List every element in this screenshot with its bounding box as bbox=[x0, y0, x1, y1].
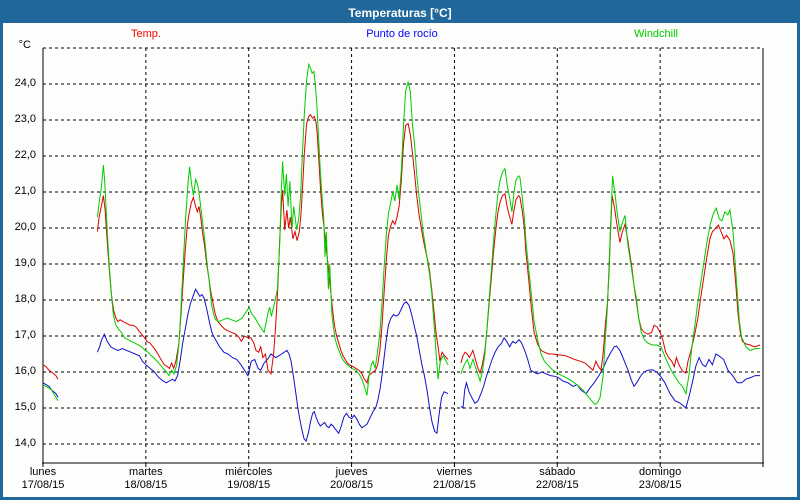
legend-item-windchill: Windchill bbox=[633, 28, 679, 40]
day-name: sábado bbox=[539, 466, 576, 478]
y-axis-tick-label: 24,0 bbox=[14, 77, 36, 89]
day-name: viernes bbox=[436, 466, 473, 478]
day-name: jueves bbox=[335, 466, 368, 478]
chart-plot-area[interactable] bbox=[3, 3, 797, 497]
y-axis-tick-label: 23,0 bbox=[14, 113, 36, 125]
series-line-temp- bbox=[42, 364, 59, 380]
series-line-windchill bbox=[42, 384, 59, 402]
y-axis-tick-label: 21,0 bbox=[14, 185, 36, 197]
y-axis-tick-label: 15,0 bbox=[14, 401, 36, 413]
series-line-punto-de-roc-o bbox=[42, 382, 59, 398]
x-axis-day-label: viernes 21/08/15 bbox=[409, 466, 499, 492]
y-axis-tick-label: 22,0 bbox=[14, 149, 36, 161]
y-axis-tick-label: 20,0 bbox=[14, 221, 36, 233]
series-line-temp- bbox=[96, 113, 449, 384]
day-name: domingo bbox=[639, 466, 682, 478]
y-axis-unit-label: °C bbox=[18, 39, 31, 51]
x-axis-day-label: sábado 22/08/15 bbox=[512, 466, 602, 492]
y-axis-tick-label: 16,0 bbox=[14, 365, 36, 377]
day-date: 17/08/15 bbox=[21, 479, 65, 491]
x-axis-day-label: domingo 23/08/15 bbox=[615, 466, 705, 492]
day-date: 19/08/15 bbox=[227, 479, 271, 491]
y-axis-tick-label: 18,0 bbox=[14, 293, 36, 305]
x-axis-day-label: jueves 20/08/15 bbox=[307, 466, 397, 492]
day-date: 23/08/15 bbox=[638, 479, 682, 491]
y-axis-tick-label: 19,0 bbox=[14, 257, 36, 269]
y-axis-tick-label: 17,0 bbox=[14, 329, 36, 341]
day-name: lunes bbox=[29, 466, 57, 478]
day-date: 21/08/15 bbox=[433, 479, 476, 491]
day-name: miércoles bbox=[225, 466, 273, 478]
x-axis-day-label: lunes 17/08/15 bbox=[3, 466, 88, 492]
day-date: 22/08/15 bbox=[535, 479, 579, 491]
day-date: 18/08/15 bbox=[124, 479, 168, 491]
legend-item-dew-point: Punto de rocío bbox=[366, 28, 438, 40]
window-title-bar: Temperaturas [°C] bbox=[3, 3, 797, 23]
x-axis-day-label: miércoles 19/08/15 bbox=[204, 466, 294, 492]
day-date: 20/08/15 bbox=[330, 479, 373, 491]
series-line-punto-de-roc-o bbox=[96, 288, 449, 443]
window-title: Temperaturas [°C] bbox=[348, 6, 452, 20]
day-name: martes bbox=[129, 466, 163, 478]
y-axis-tick-label: 14,0 bbox=[14, 437, 36, 449]
series-line-punto-de-roc-o bbox=[460, 336, 760, 410]
x-axis-day-label: martes 18/08/15 bbox=[101, 466, 191, 492]
legend-item-temp: Temp. bbox=[131, 28, 161, 40]
series-line-windchill bbox=[96, 62, 449, 396]
series-line-windchill bbox=[460, 167, 760, 406]
